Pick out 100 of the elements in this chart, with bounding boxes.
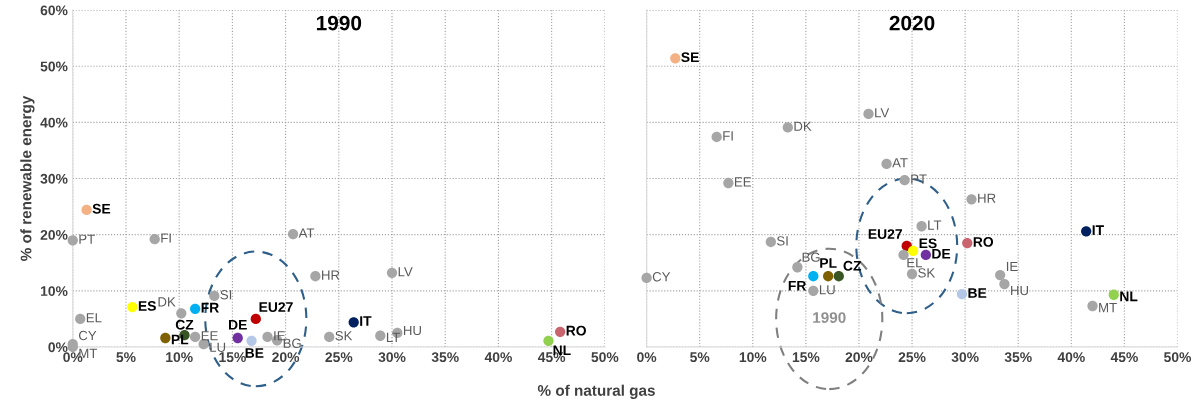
series-label: DE: [229, 320, 247, 330]
series-label: CZ: [843, 260, 862, 271]
point: [75, 313, 86, 325]
point: [246, 335, 257, 346]
series-label: CY: [79, 330, 97, 341]
point: [386, 267, 398, 279]
series-label: SK: [918, 268, 936, 278]
series-label: EL: [907, 258, 923, 268]
point: [916, 221, 927, 232]
point: [907, 245, 919, 257]
series-label: DE: [932, 248, 951, 259]
point: [808, 271, 819, 282]
series-label: IT: [360, 316, 372, 326]
series-label: EU27: [868, 229, 902, 239]
point: [899, 175, 910, 186]
x-tick-label: 5%: [116, 352, 136, 363]
series-label: BG: [802, 252, 820, 262]
series-label: FR: [788, 280, 807, 291]
point: [176, 308, 187, 319]
x-tick-label: 25%: [325, 352, 353, 363]
point: [956, 289, 968, 300]
x-tick-label: 30%: [951, 352, 979, 363]
point: [310, 271, 321, 282]
series-label: DK: [158, 297, 176, 307]
point: [833, 271, 844, 282]
point: [250, 313, 261, 325]
series-label: EE: [735, 177, 751, 187]
series-label: CZ: [175, 319, 194, 330]
point: [881, 158, 892, 170]
point: [1087, 300, 1098, 312]
series-label: LT: [928, 220, 942, 230]
point: [324, 331, 335, 343]
x-tick-label: 40%: [484, 352, 512, 363]
x-tick-label: 5%: [690, 352, 710, 363]
chart-title: 1990: [316, 15, 362, 31]
point: [127, 301, 138, 313]
y-tick-label: 0%: [48, 342, 68, 353]
chart-title: 2020: [889, 15, 935, 31]
x-tick-label: 50%: [591, 352, 619, 363]
series-label: LT: [386, 332, 400, 342]
x-tick-label: 30%: [378, 352, 406, 363]
y-axis-title: % of renewable energy: [20, 95, 35, 261]
point: [670, 53, 681, 64]
point: [149, 234, 160, 245]
x-tick-label: 35%: [1004, 352, 1032, 363]
point: [792, 262, 803, 273]
series-label: SE: [681, 52, 699, 63]
point: [190, 331, 201, 343]
y-tick-label: 50%: [40, 61, 68, 72]
x-tick-label: 15%: [219, 352, 246, 363]
series-label: LV: [398, 267, 413, 277]
series-label: IT: [1092, 225, 1104, 235]
series-label: PL: [820, 258, 837, 268]
series-label: RO: [566, 325, 586, 336]
point: [160, 332, 171, 344]
point: [81, 204, 92, 216]
x-tick-label: 10%: [739, 352, 767, 363]
x-tick-label: 15%: [792, 352, 820, 363]
point: [711, 131, 722, 143]
annotation: 1990: [813, 312, 846, 324]
y-tick-label: 30%: [40, 173, 68, 184]
x-tick-label: 20%: [845, 352, 873, 363]
series-label: EE: [201, 331, 218, 341]
point: [262, 331, 273, 343]
series-label: EL: [86, 313, 102, 323]
series-label: BG: [283, 338, 301, 348]
series-label: ES: [138, 301, 156, 311]
y-tick-label: 20%: [40, 230, 68, 240]
point: [966, 194, 977, 205]
point: [555, 326, 566, 337]
x-tick-label: 45%: [1110, 352, 1138, 363]
x-tick-label: 20%: [272, 352, 300, 363]
series-label: FI: [161, 233, 171, 243]
series-label: SI: [220, 290, 232, 300]
x-tick-label: 35%: [431, 352, 459, 363]
x-tick-label: 25%: [898, 352, 926, 363]
point: [1081, 226, 1092, 237]
point: [232, 332, 243, 344]
series-label: ES: [919, 238, 937, 249]
point: [898, 249, 909, 261]
series-label: AT: [298, 228, 315, 238]
x-tick-label: 50%: [1164, 352, 1192, 363]
series-label: MT: [1099, 303, 1117, 313]
point: [190, 303, 201, 314]
point: [641, 272, 652, 284]
point: [375, 330, 386, 341]
point: [808, 285, 819, 296]
y-tick-label: 60%: [40, 5, 68, 16]
point: [543, 335, 554, 346]
x-tick-label: 0%: [637, 352, 657, 363]
point: [209, 290, 220, 302]
point: [67, 235, 78, 246]
series-label: RO: [973, 237, 994, 247]
point: [995, 269, 1006, 281]
series-label: HU: [1011, 285, 1029, 296]
x-axis-title: % of natural gas: [537, 384, 655, 399]
series-label: SK: [335, 331, 353, 341]
series-label: LU: [819, 285, 835, 295]
y-tick-label: 40%: [40, 117, 68, 128]
point: [348, 317, 359, 328]
